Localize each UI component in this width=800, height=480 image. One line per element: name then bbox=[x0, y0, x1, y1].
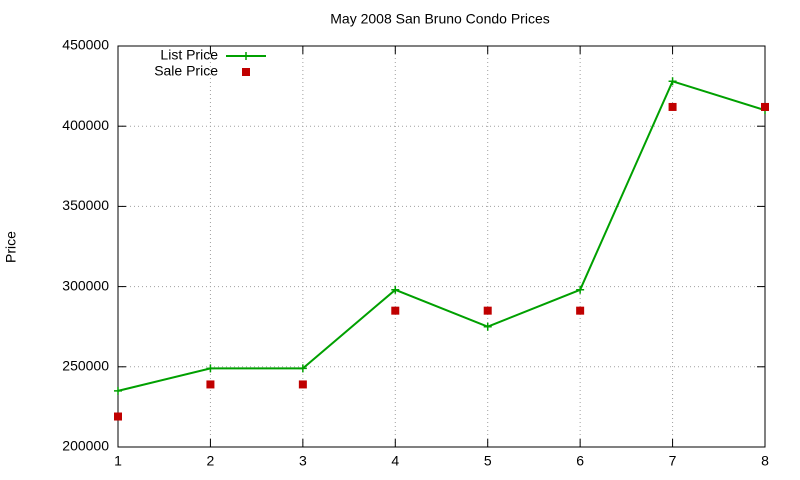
x-tick-label: 8 bbox=[761, 453, 769, 469]
point bbox=[206, 380, 215, 389]
x-tick-label: 1 bbox=[114, 453, 122, 469]
legend-marker bbox=[242, 68, 250, 76]
point bbox=[114, 386, 122, 395]
point bbox=[576, 306, 585, 315]
y-tick-label: 300000 bbox=[62, 277, 109, 293]
x-tick-label: 2 bbox=[207, 453, 215, 469]
point bbox=[483, 322, 492, 331]
y-tick-label: 400000 bbox=[62, 117, 109, 133]
legend-marker bbox=[242, 52, 250, 60]
y-tick-label: 350000 bbox=[62, 197, 109, 213]
point bbox=[298, 380, 307, 389]
series-line bbox=[117, 80, 766, 392]
point bbox=[391, 285, 400, 294]
y-axis-label: Price bbox=[3, 231, 19, 263]
y-tick-label: 450000 bbox=[62, 37, 109, 53]
x-tick-label: 3 bbox=[299, 453, 307, 469]
y-tick-label: 250000 bbox=[62, 358, 109, 374]
x-tick-label: 4 bbox=[391, 453, 399, 469]
point bbox=[668, 102, 677, 111]
point bbox=[668, 77, 677, 86]
point bbox=[114, 412, 122, 421]
legend-label: List Price bbox=[160, 47, 218, 63]
point bbox=[391, 306, 400, 315]
point bbox=[206, 364, 215, 373]
legend-label: Sale Price bbox=[154, 63, 218, 79]
plot-border bbox=[117, 45, 766, 448]
point bbox=[298, 364, 307, 373]
x-tick-label: 6 bbox=[576, 453, 584, 469]
x-tick-label: 5 bbox=[484, 453, 492, 469]
y-tick-label: 200000 bbox=[62, 438, 109, 454]
chart-title: May 2008 San Bruno Condo Prices bbox=[330, 11, 549, 27]
point bbox=[761, 102, 769, 111]
x-tick-label: 7 bbox=[669, 453, 677, 469]
point bbox=[576, 285, 585, 294]
point bbox=[483, 306, 492, 315]
